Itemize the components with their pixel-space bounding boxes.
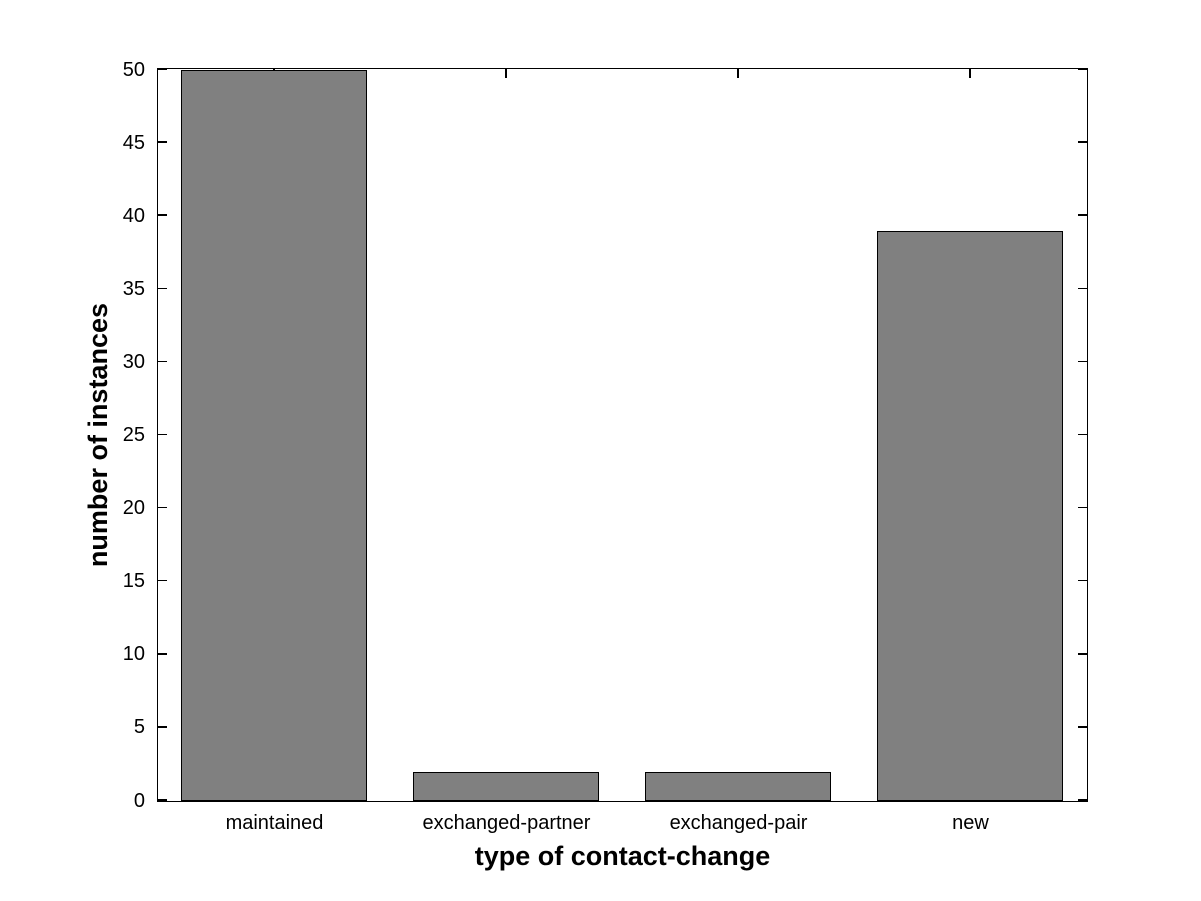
y-tick-left <box>158 360 167 363</box>
y-tick-label: 0 <box>133 789 145 812</box>
plot-area <box>157 68 1088 802</box>
y-tick-label: 5 <box>133 716 145 739</box>
bar-exchanged-partner <box>413 771 599 801</box>
y-tick-right <box>1078 579 1087 582</box>
y-tick-right <box>1078 799 1087 801</box>
y-tick-label: 20 <box>122 497 145 520</box>
x-tick-label-exchanged-pair: exchanged-pair <box>669 812 808 834</box>
y-tick-right <box>1078 360 1087 363</box>
y-tick-right <box>1078 506 1087 509</box>
bar-maintained <box>181 70 367 801</box>
y-tick-right <box>1078 69 1087 70</box>
y-tick-left <box>158 653 167 655</box>
y-tick-label: 15 <box>122 570 145 593</box>
y-tick-right <box>1078 287 1087 290</box>
x-tick-label-maintained: maintained <box>225 812 324 834</box>
x-tick-label-exchanged-partner: exchanged-partner <box>422 812 591 834</box>
y-tick-left <box>158 141 167 143</box>
y-tick-left <box>158 287 167 290</box>
y-tick-right <box>1078 214 1087 216</box>
bar-new <box>877 230 1063 801</box>
x-tick-top <box>969 69 971 78</box>
y-tick-label: 35 <box>122 277 145 300</box>
y-tick-label: 50 <box>122 58 145 81</box>
y-tick-left <box>158 69 167 70</box>
y-tick-left <box>158 506 167 509</box>
y-tick-label: 40 <box>122 204 145 227</box>
x-axis-label: type of contact-change <box>474 841 771 871</box>
y-tick-label: 45 <box>122 131 145 154</box>
y-tick-left <box>158 799 167 801</box>
y-tick-label: 30 <box>122 350 145 373</box>
y-tick-right <box>1078 653 1087 655</box>
x-tick-label-new: new <box>952 812 989 834</box>
y-tick-label: 10 <box>122 643 145 666</box>
y-tick-right <box>1078 726 1087 728</box>
x-tick-top <box>737 69 739 78</box>
y-tick-left <box>158 433 167 436</box>
y-tick-label: 25 <box>122 424 145 446</box>
y-tick-left <box>158 214 167 216</box>
y-tick-left <box>158 579 167 582</box>
x-tick-top <box>505 69 507 78</box>
y-tick-right <box>1078 433 1087 436</box>
y-tick-right <box>1078 141 1087 143</box>
y-tick-left <box>158 726 167 728</box>
bar-exchanged-pair <box>645 771 831 801</box>
